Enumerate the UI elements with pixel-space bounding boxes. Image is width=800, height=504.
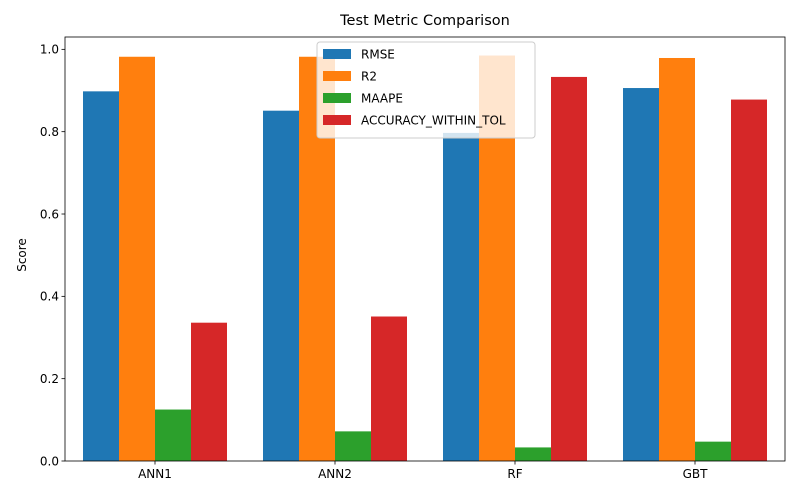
bar-rmse-ann1 (83, 91, 119, 461)
x-tick-label-rf: RF (507, 467, 522, 481)
axes-layer: 0.0 0.2 0.4 0.6 0.8 1.0 ANN1 ANN2 RF GBT (40, 36, 786, 481)
y-tick-label: 0.4 (40, 290, 59, 304)
legend-label-maape: MAAPE (361, 92, 403, 106)
y-tick-label: 0.2 (40, 372, 59, 386)
bar-maape-ann1 (155, 409, 191, 461)
legend-swatch-maape (323, 93, 351, 103)
bar-maape-gbt (695, 441, 731, 461)
plot-frame (64, 36, 786, 462)
bar-accuracy-within-tol-ann1 (191, 322, 227, 461)
bar-rmse-gbt (623, 88, 659, 461)
x-tick-label-gbt: GBT (683, 467, 709, 481)
legend-label-accuracy-within-tol: ACCURACY_WITHIN_TOL (361, 114, 506, 128)
bar-accuracy-within-tol-rf (551, 76, 587, 462)
y-tick-label: 0.8 (40, 125, 59, 139)
bars-layer (83, 55, 767, 462)
bar-accuracy-within-tol-ann2 (371, 316, 407, 461)
legend-swatch-rmse (323, 49, 351, 59)
chart-title: Test Metric Comparison (339, 13, 510, 29)
legend: RMSE R2 MAAPE ACCURACY_WITHIN_TOL (316, 41, 536, 139)
bar-r2-gbt (659, 57, 695, 462)
bar-maape-ann2 (335, 431, 371, 461)
bar-accuracy-within-tol-gbt (731, 99, 767, 461)
x-tick-label-ann1: ANN1 (138, 467, 172, 481)
bar-maape-rf (515, 447, 551, 461)
legend-label-rmse: RMSE (361, 48, 395, 62)
legend-label-r2: R2 (361, 70, 377, 84)
y-tick-label: 1.0 (40, 43, 59, 57)
bar-rmse-rf (443, 132, 479, 461)
y-tick-label: 0.0 (40, 454, 59, 468)
x-tick-label-ann2: ANN2 (318, 467, 352, 481)
y-tick-label: 0.6 (40, 207, 59, 221)
legend-swatch-accuracy-within-tol (323, 115, 351, 125)
bar-r2-ann1 (119, 56, 155, 461)
legend-swatch-r2 (323, 71, 351, 81)
y-axis-title: Score (15, 238, 29, 272)
legend-box (316, 41, 536, 139)
bar-rmse-ann2 (263, 110, 299, 461)
